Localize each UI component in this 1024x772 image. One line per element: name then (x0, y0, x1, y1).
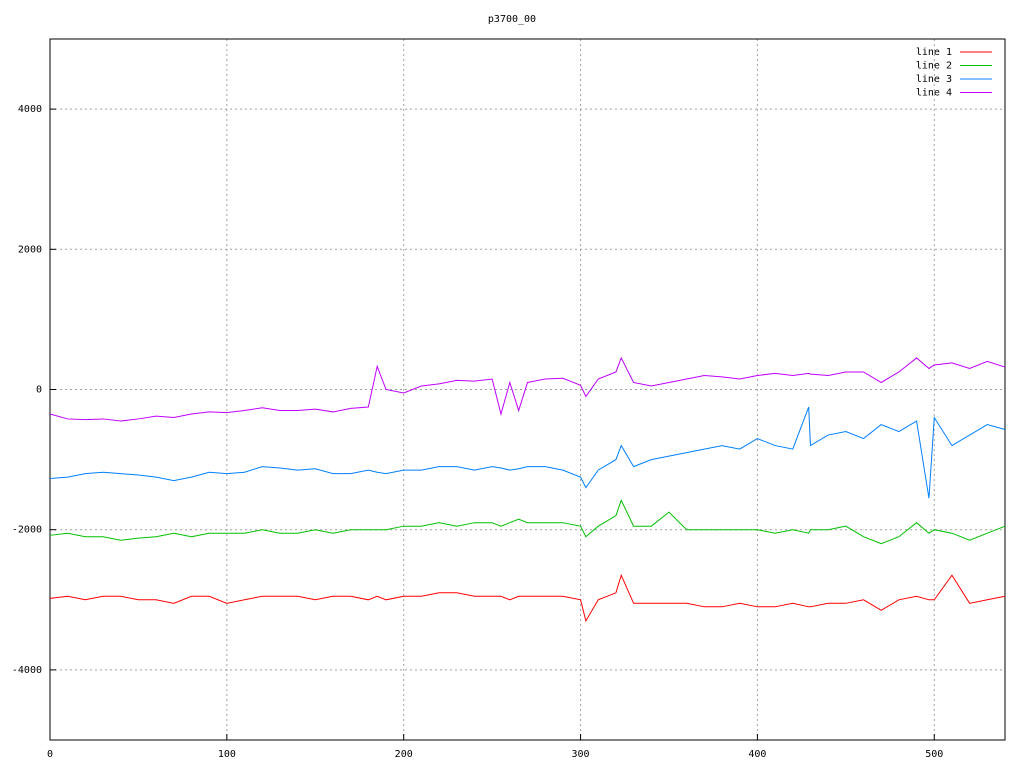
x-tick-label: 400 (748, 749, 766, 760)
x-tick-label: 0 (47, 749, 53, 760)
legend-label: line 2 (916, 61, 952, 72)
chart-title: p3700_00 (488, 14, 536, 25)
y-tick-label: 4000 (18, 104, 42, 115)
plot-border (49, 38, 1006, 741)
legend-label: line 4 (916, 88, 952, 99)
y-tick-label: -2000 (12, 525, 42, 536)
x-tick-label: 200 (395, 749, 413, 760)
x-tick-label: 500 (925, 749, 943, 760)
series-line (49, 573, 1006, 623)
series-line (49, 498, 1006, 545)
y-tick-label: -4000 (12, 665, 42, 676)
x-tick-label: 100 (218, 749, 236, 760)
y-tick-label: 2000 (18, 244, 42, 255)
y-tick-label: 0 (36, 385, 42, 396)
legend-label: line 1 (916, 47, 952, 58)
x-tick-label: 300 (572, 749, 590, 760)
series-line (49, 406, 1006, 499)
legend-label: line 3 (916, 74, 952, 85)
series-line (49, 356, 1006, 422)
